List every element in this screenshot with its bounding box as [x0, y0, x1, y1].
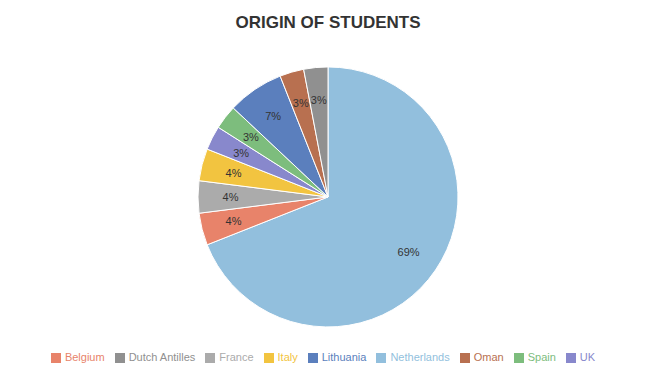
html-text:Oman: Oman: [473, 350, 504, 363]
svg-text:4%: 4%: [226, 167, 242, 179]
html-text:Italy: Italy: [277, 350, 298, 363]
html-text:UK: UK: [579, 350, 596, 363]
html-text:Dutch Antilles: Dutch Antilles: [128, 350, 196, 363]
svg-text:4%: 4%: [226, 215, 242, 227]
svg-text:3%: 3%: [233, 147, 249, 159]
svg-text:69%: 69%: [398, 246, 420, 258]
html-text:Lithuania: Lithuania: [321, 350, 367, 363]
html-text:France: France: [219, 350, 254, 363]
svg-text:4%: 4%: [223, 191, 239, 203]
svg-text:7%: 7%: [265, 110, 281, 122]
svg-text:3%: 3%: [293, 97, 309, 109]
svg-text:3%: 3%: [243, 131, 259, 143]
html-text:Netherlands: Netherlands: [390, 350, 450, 363]
html-text:Belgium: Belgium: [64, 350, 105, 363]
html-text:Spain: Spain: [527, 350, 556, 363]
svg-text:3%: 3%: [311, 94, 327, 106]
html-text:ORIGIN OF STUDENTS: ORIGIN OF STUDENTS: [235, 13, 421, 32]
